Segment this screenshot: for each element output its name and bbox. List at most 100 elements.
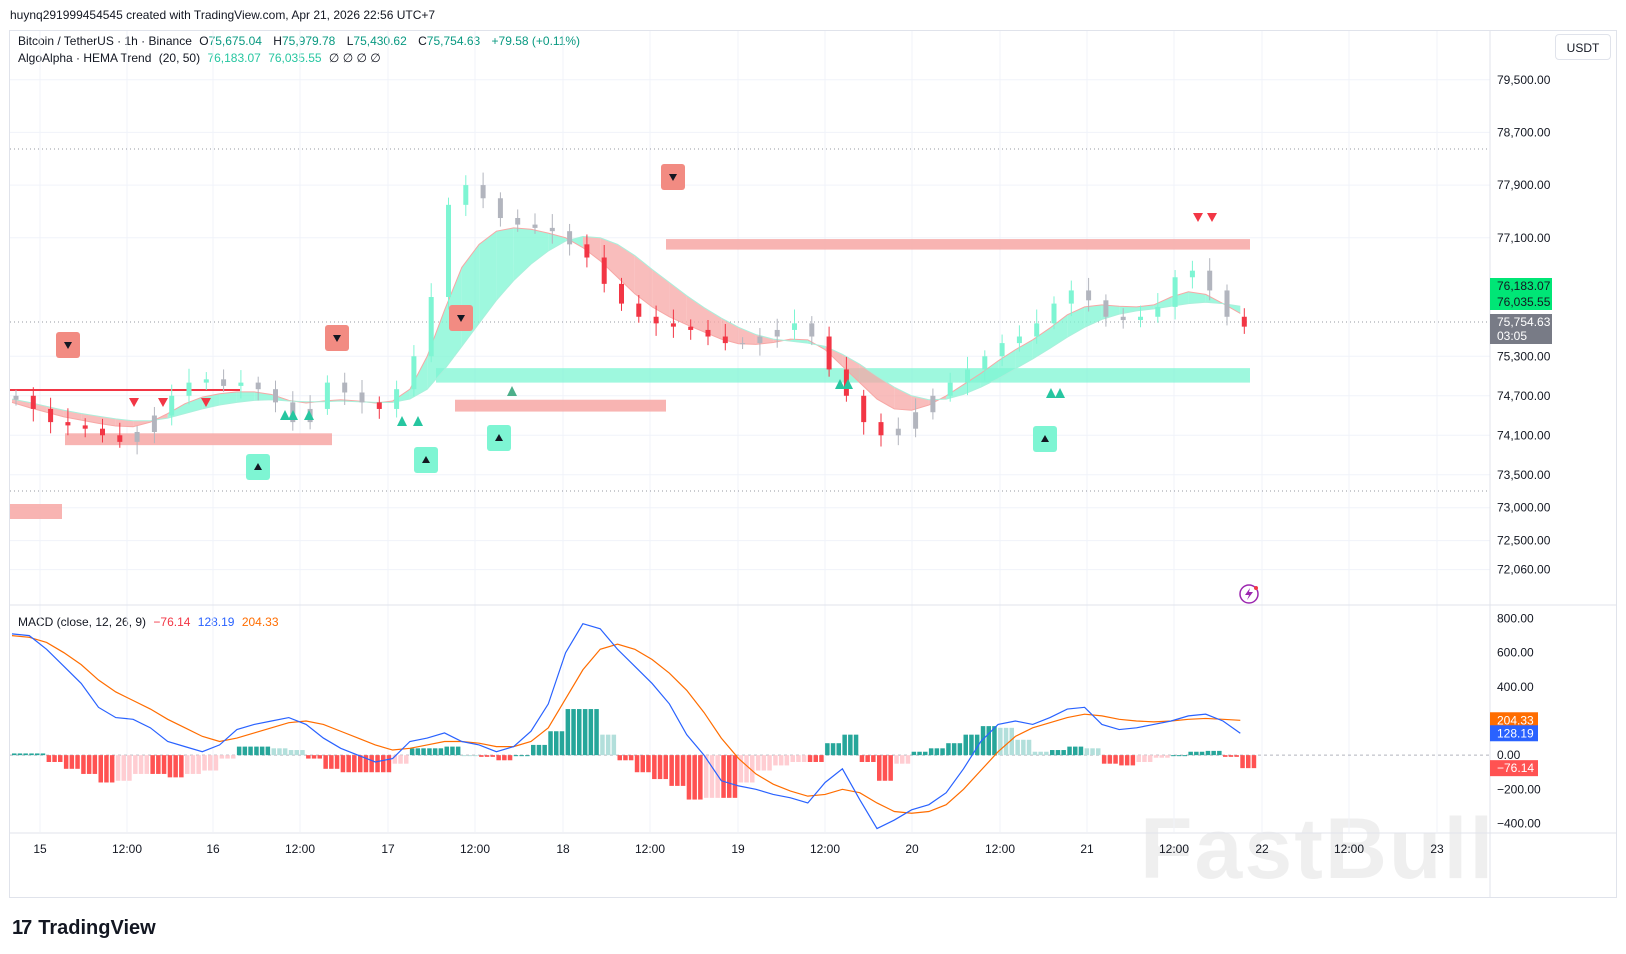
macd-histogram-bar [871,755,876,762]
macd-histogram-bar [1199,751,1205,756]
macd-histogram-bar [450,746,455,756]
macd-histogram-bar [628,755,634,761]
macd-histogram-bar [40,753,46,756]
macd-histogram-bar [582,709,588,756]
candle-body [65,422,71,426]
macd-histogram-bar [905,755,911,764]
macd-histogram-bar [1032,751,1038,756]
sell-triangle [158,398,168,407]
buy-triangle [397,416,407,426]
candle-body [1138,316,1143,321]
brand-name: TradingView [38,917,156,939]
buy-signal-arrow [495,434,503,441]
macd-histogram-bar [571,709,576,756]
macd-histogram-bar [992,726,997,756]
macd-name[interactable]: MACD (close, 12, 26, 9) [18,615,147,629]
macd-axis-tick: 0.00 [1497,748,1521,762]
candle-body [324,382,330,409]
macd-histogram-bar [231,755,236,759]
macd-hist-label: −76.14 [1497,761,1534,775]
hema-fast-price-label: 76,183.07 [1497,279,1551,293]
macd-histogram-bar [1003,727,1009,756]
currency-button[interactable]: USDT [1555,34,1611,60]
candle-body [30,395,36,409]
macd-histogram-bar [1067,746,1072,756]
macd-histogram-bar [1205,750,1211,756]
candle-body [895,428,901,436]
time-axis-tick: 19 [731,842,745,856]
macd-histogram-bar [548,731,553,756]
tradingview-logo[interactable]: 17 TradingView [12,917,156,940]
time-axis-tick: 16 [206,842,220,856]
macd-histogram-bar [98,755,103,783]
macd-histogram-bar [115,755,121,781]
macd-histogram-bar [167,755,173,778]
price-legend[interactable]: Bitcoin / TetherUS · 1h · Binance O75,67… [18,34,584,48]
macd-histogram-bar [208,755,213,771]
macd-histogram-bar [35,753,40,756]
macd-axis-tick: −400.00 [1497,816,1541,830]
change-value: +79.58 (+0.11%) [491,34,581,48]
macd-histogram-bar [1147,755,1153,762]
indicator-value-2: 76,035.55 [268,51,322,65]
macd-histogram-bar [69,755,75,769]
macd-histogram-bar [692,755,697,800]
time-axis-tick: 20 [905,842,919,856]
macd-histogram-bar [46,755,52,762]
macd-histogram-bar [225,755,230,759]
alert-lightning-bolt [1245,588,1253,600]
macd-histogram-bar [519,755,524,757]
candle-body [619,283,624,304]
candle-body [688,326,694,330]
macd-histogram-bar [1124,755,1130,766]
hema-ribbon-segment [859,364,877,400]
macd-histogram-bar [156,755,161,774]
macd-histogram-bar [104,755,109,783]
candle-body [134,431,140,442]
macd-histogram-bar [675,755,680,786]
macd-histogram-bar [334,755,340,769]
macd-histogram-bar [1130,755,1136,766]
macd-histogram-bar [732,755,738,798]
hema-ribbon-segment [185,397,203,414]
candle-body [238,382,244,386]
buy-signal-arrow [422,456,430,463]
hema-fast-price-label-bg [1490,278,1552,294]
time-axis-tick: 12:00 [285,842,315,856]
candle-body [792,323,797,330]
macd-histogram-bar [940,748,945,756]
macd-histogram-bar [1246,755,1251,769]
macd-legend[interactable]: MACD (close, 12, 26, 9) −76.14 128.19 20… [18,615,283,629]
last-price-label-bg [1490,314,1552,344]
macd-axis-tick: 400.00 [1497,680,1534,694]
macd-histogram-bar [882,755,888,781]
hema-ribbon-segment [427,310,445,390]
macd-histogram-bar [767,755,772,771]
macd-histogram-bar [1211,750,1216,756]
candle-body [255,382,261,390]
macd-histogram-bar [455,746,461,756]
candle-body [1086,290,1092,301]
macd-histogram-bar [1084,748,1090,756]
alert-dot-icon [1254,586,1258,590]
candle-body [809,323,815,337]
macd-histogram-bar [750,755,755,783]
indicator-legend[interactable]: AlgoAlpha · HEMA Trend (20, 50) 76,183.0… [18,51,385,65]
time-axis-tick: 12:00 [1334,842,1364,856]
symbol-title[interactable]: Bitcoin / TetherUS · 1h · Binance [18,34,192,48]
indicator-name[interactable]: AlgoAlpha · HEMA Trend [18,51,152,65]
macd-histogram-bar [398,755,403,764]
macd-histogram-bar [1165,755,1170,758]
low-label: L [346,34,354,48]
macd-histogram-bar [657,755,663,780]
macd-histogram-bar [150,755,155,774]
candle-body [1120,316,1126,321]
macd-histogram-bar [900,755,905,764]
candle-body [48,408,54,423]
candle-body [1189,270,1195,278]
macd-histogram-bar [801,755,807,762]
candle-body [515,218,521,225]
macd-histogram-bar [554,731,559,756]
price-axis-tick: 79,500.00 [1497,73,1551,87]
